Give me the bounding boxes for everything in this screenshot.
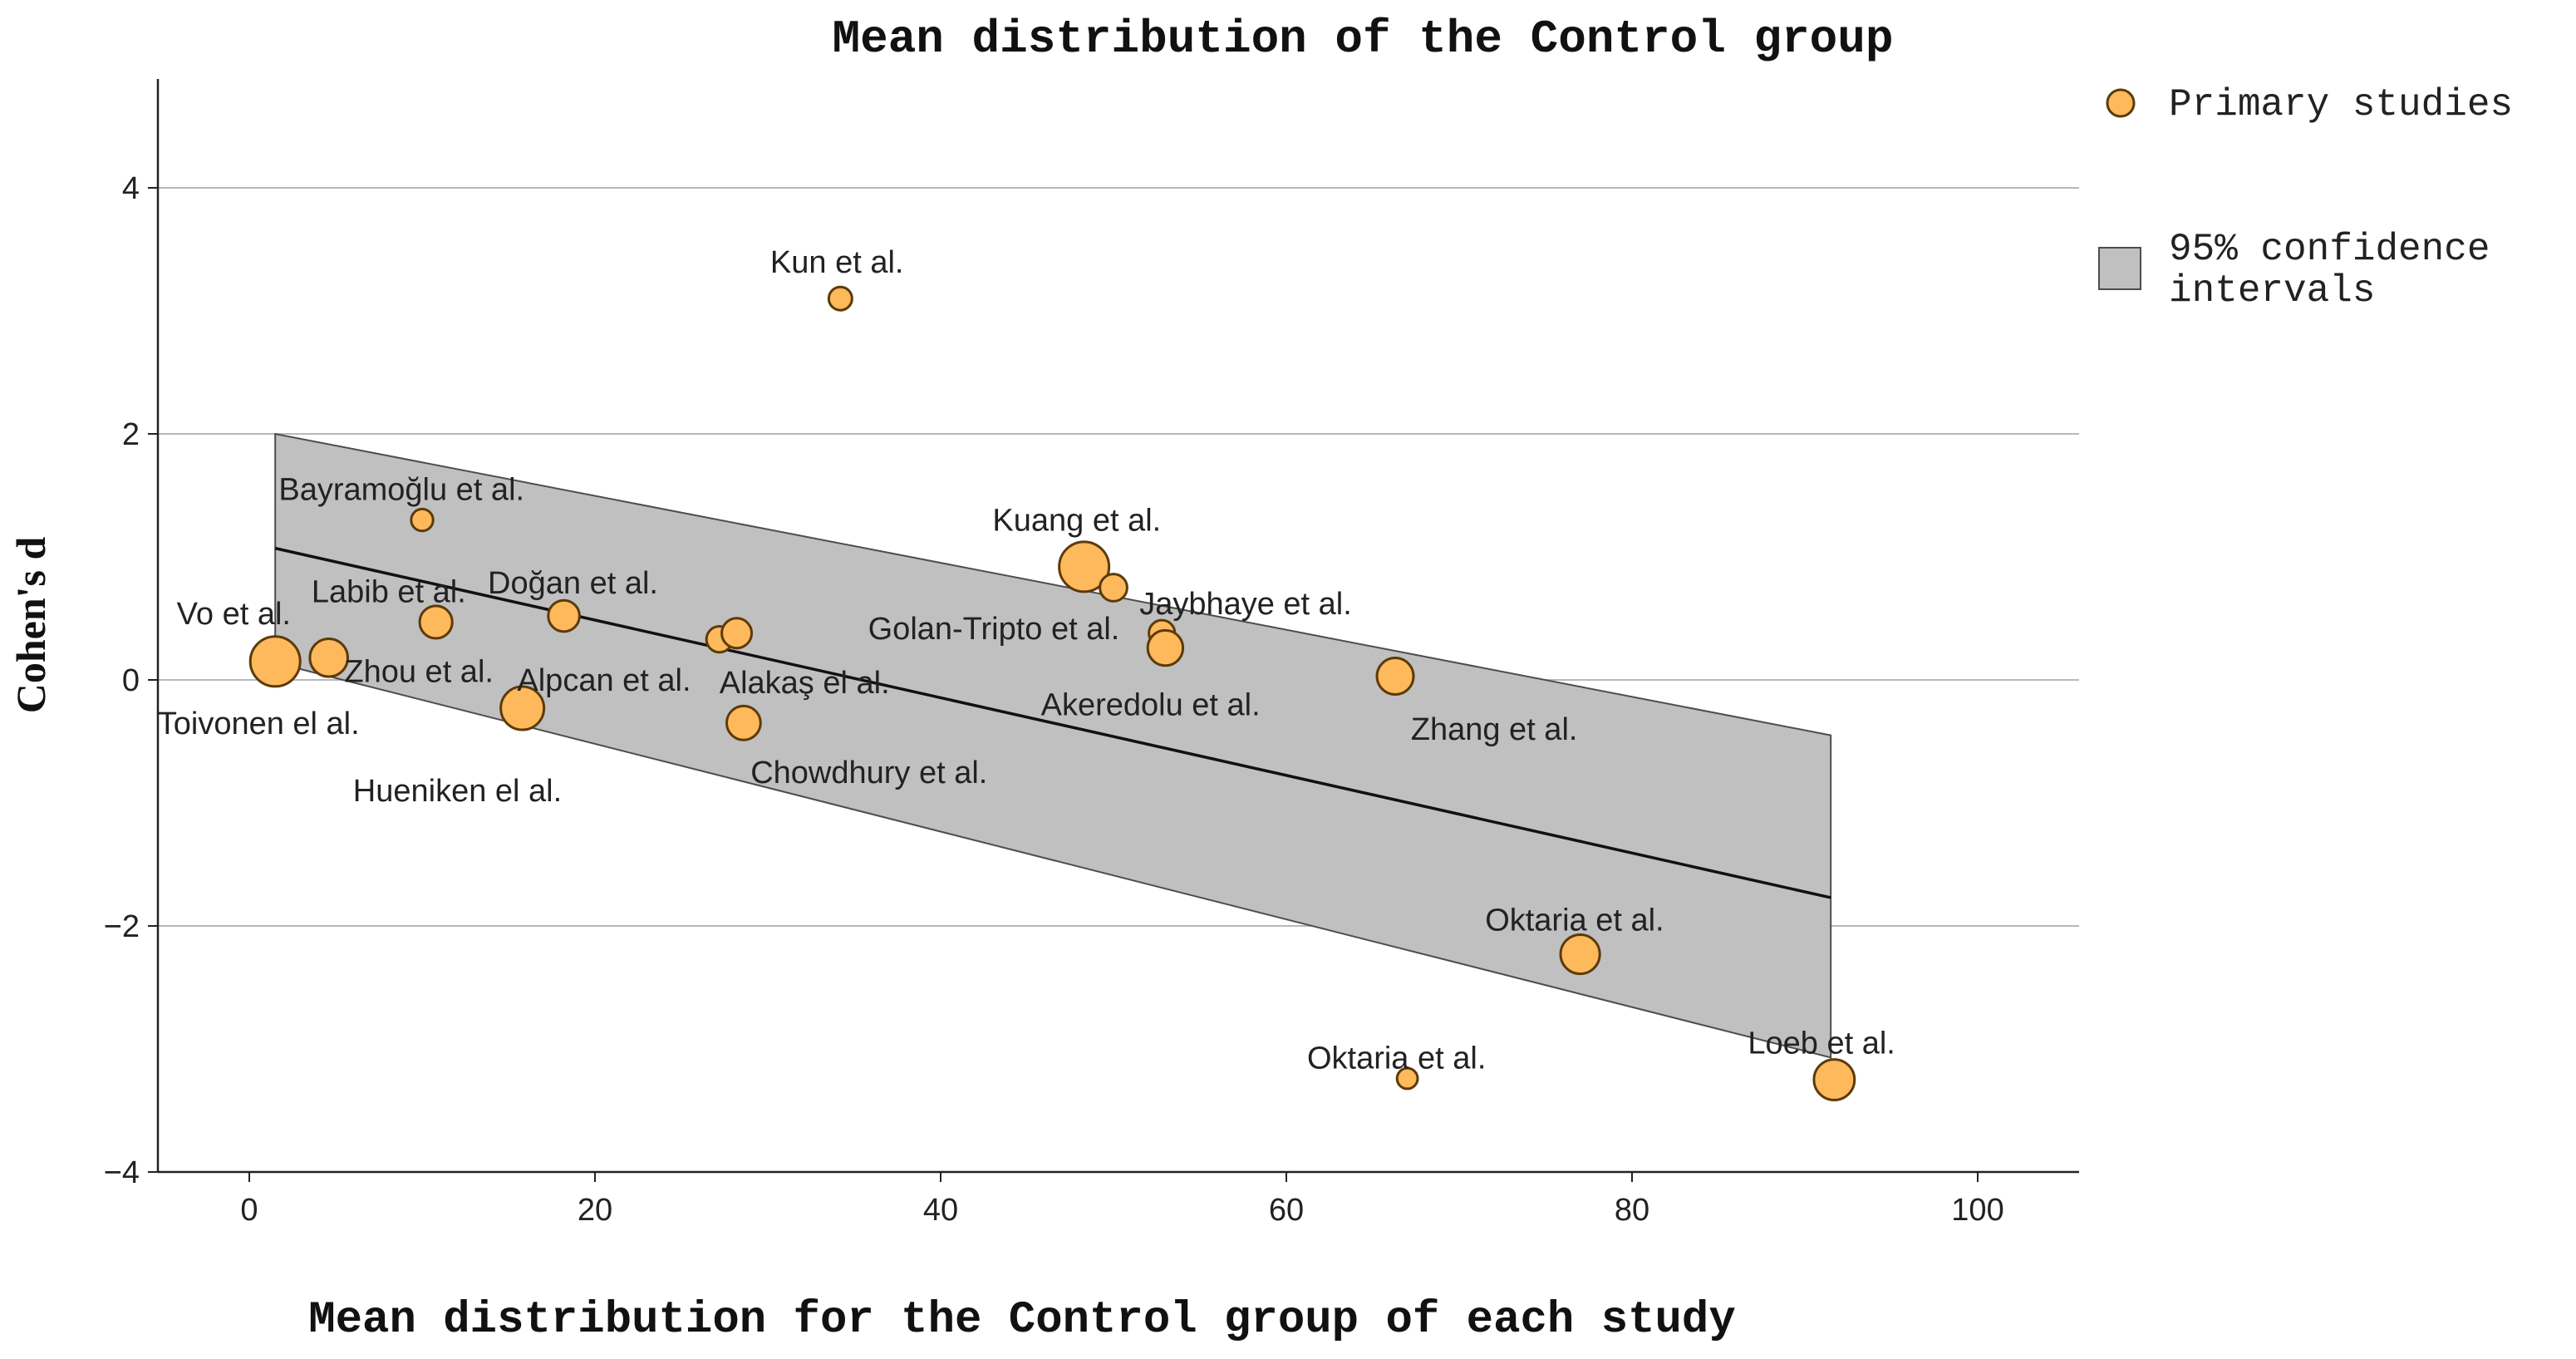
point-label: Zhang et al. [1411,712,1578,747]
x-tick-label: 100 [1951,1193,2003,1228]
point-label: Alpcan et al. [517,663,691,698]
y-tick-label: −2 [104,909,140,944]
y-tick-label: −4 [104,1155,140,1190]
y-tick-label: 2 [122,417,140,452]
point-label: Zhou et al. [344,655,494,690]
point-label: Golan-Tripto et al. [868,612,1120,647]
x-tick-label: 80 [1615,1193,1649,1228]
study-point [418,604,454,640]
point-label: Doğan et al. [488,566,658,601]
x-axis-label: Mean distribution for the Control group … [308,1295,1735,1346]
point-label: Oktaria et al. [1485,904,1664,938]
study-point [827,285,853,312]
legend: Primary studies 95% confidence intervals [2098,83,2513,313]
point-label: Labib et al. [312,574,466,609]
point-label: Alakaş el al. [720,666,890,701]
study-point [547,598,581,633]
study-point [1812,1058,1856,1101]
point-label: Toivonen el al. [158,707,360,741]
study-point [499,685,546,731]
study-point [1058,540,1111,593]
y-axis-label: Cohen's d [7,537,54,714]
study-point [1099,573,1128,603]
point-label: Kuang et al. [992,504,1161,539]
legend-label-ci-line1: 95% confidence [2169,228,2490,271]
point-label: Bayramoğlu et al. [278,473,524,508]
study-point [248,635,302,688]
study-point [720,617,754,650]
study-point [1146,628,1185,667]
chart-title: Mean distribution of the Control group [832,12,1893,66]
point-label: Vo et al. [177,597,291,632]
x-tick-label: 20 [578,1193,612,1228]
point-label: Loeb et al. [1748,1027,1895,1061]
study-point [1559,933,1601,976]
x-tick-label: 60 [1269,1193,1304,1228]
y-tick-label: 4 [122,171,140,206]
study-point [410,507,435,533]
point-label: Kun et al. [770,245,904,280]
legend-label-primary: Primary studies [2169,83,2513,126]
point-label: Jaybhaye et al. [1139,587,1352,622]
regression-line [274,546,1831,899]
legend-label-ci-line2: intervals [2169,269,2375,313]
point-label: Oktaria et al. [1307,1041,1486,1076]
y-tick-label: 0 [122,663,140,698]
point-label: Akeredolu et al. [1041,688,1261,723]
study-point [1375,657,1415,697]
point-label: Hueniken el al. [353,774,562,809]
x-tick-label: 0 [240,1193,258,1228]
legend-band-swatch [2098,247,2141,290]
study-point [308,638,349,678]
study-point [1395,1066,1419,1091]
x-tick-label: 40 [923,1193,958,1228]
study-point [725,704,762,741]
confidence-band [274,432,1832,1059]
point-label: Chowdhury et al. [750,756,987,790]
legend-point-marker [2106,88,2136,118]
